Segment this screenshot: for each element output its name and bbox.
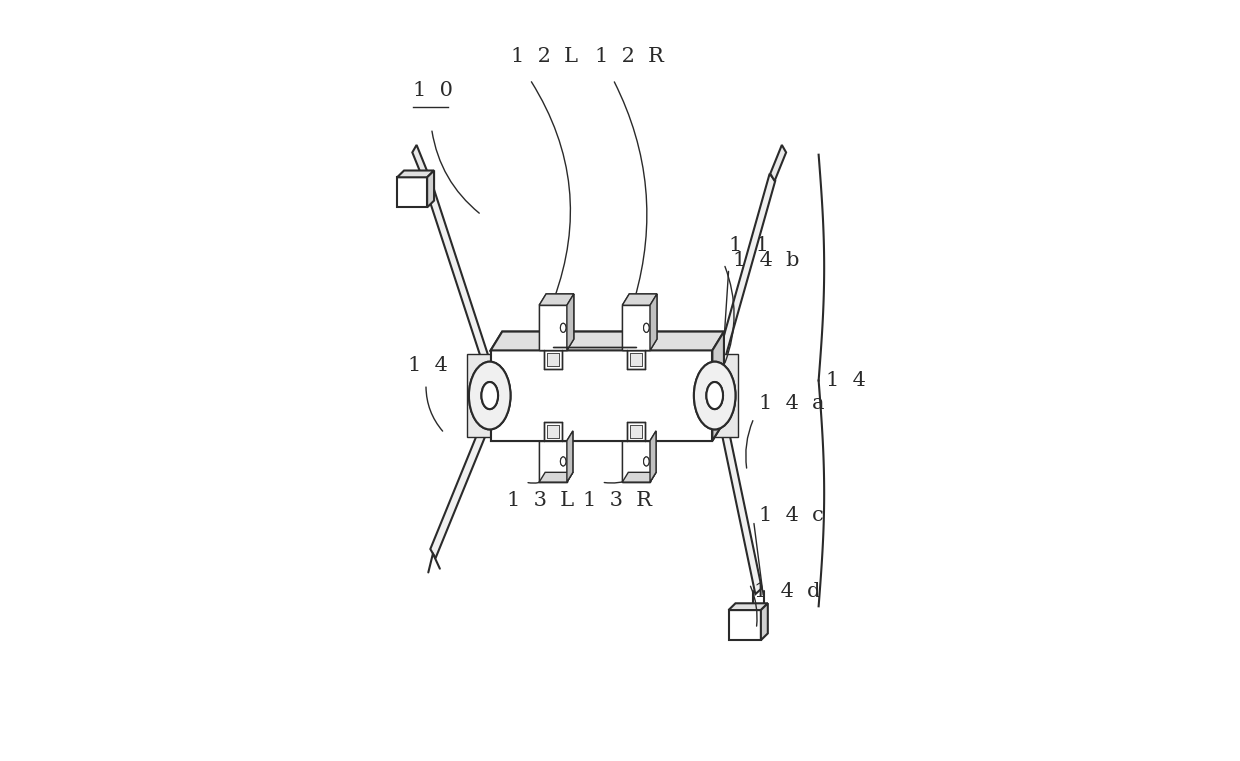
- Polygon shape: [539, 305, 567, 350]
- Circle shape: [644, 323, 649, 333]
- Polygon shape: [539, 294, 574, 305]
- Polygon shape: [713, 332, 724, 441]
- Circle shape: [644, 323, 649, 333]
- Text: 1  0: 1 0: [413, 81, 453, 100]
- Polygon shape: [650, 431, 656, 482]
- Polygon shape: [567, 294, 574, 350]
- Polygon shape: [622, 441, 650, 482]
- Circle shape: [644, 457, 649, 466]
- Polygon shape: [729, 603, 768, 610]
- Circle shape: [469, 361, 511, 429]
- Polygon shape: [622, 294, 657, 305]
- Text: 1  2  R: 1 2 R: [595, 47, 663, 66]
- Polygon shape: [622, 305, 650, 350]
- Polygon shape: [567, 294, 574, 350]
- Polygon shape: [547, 352, 559, 366]
- Text: 1  4: 1 4: [826, 371, 866, 390]
- Text: 1  4  b: 1 4 b: [733, 250, 800, 269]
- Circle shape: [707, 382, 723, 409]
- Polygon shape: [547, 425, 559, 438]
- Polygon shape: [539, 473, 573, 482]
- Text: 1  4  d: 1 4 d: [754, 581, 821, 600]
- Polygon shape: [761, 603, 768, 640]
- Polygon shape: [713, 354, 738, 437]
- Polygon shape: [491, 350, 713, 441]
- Polygon shape: [547, 352, 559, 366]
- Text: 1  4  a: 1 4 a: [759, 393, 825, 412]
- Circle shape: [469, 361, 511, 429]
- Polygon shape: [622, 294, 657, 305]
- Polygon shape: [413, 145, 428, 181]
- Polygon shape: [430, 421, 487, 559]
- Polygon shape: [567, 431, 573, 482]
- Polygon shape: [539, 305, 567, 350]
- Polygon shape: [622, 473, 656, 482]
- Polygon shape: [539, 441, 567, 482]
- Circle shape: [560, 457, 565, 466]
- Polygon shape: [630, 425, 642, 438]
- Polygon shape: [539, 441, 567, 482]
- Polygon shape: [650, 431, 656, 482]
- Polygon shape: [713, 332, 724, 441]
- Polygon shape: [630, 352, 642, 366]
- Polygon shape: [622, 473, 656, 482]
- Polygon shape: [539, 473, 573, 482]
- Polygon shape: [397, 177, 427, 208]
- Polygon shape: [466, 354, 491, 437]
- Polygon shape: [720, 423, 761, 594]
- Circle shape: [694, 361, 735, 429]
- Polygon shape: [427, 170, 434, 208]
- Text: 1  2  L: 1 2 L: [511, 47, 578, 66]
- Polygon shape: [729, 610, 761, 640]
- Polygon shape: [622, 441, 650, 482]
- Text: 1  3  L: 1 3 L: [507, 492, 574, 511]
- Circle shape: [481, 382, 498, 409]
- Polygon shape: [650, 294, 657, 350]
- Text: 1  3  R: 1 3 R: [583, 492, 652, 511]
- Polygon shape: [770, 145, 786, 181]
- Polygon shape: [630, 352, 642, 366]
- Circle shape: [644, 457, 649, 466]
- Polygon shape: [539, 294, 574, 305]
- Circle shape: [560, 323, 565, 333]
- Polygon shape: [423, 174, 490, 369]
- Polygon shape: [717, 174, 775, 369]
- Circle shape: [707, 382, 723, 409]
- Polygon shape: [491, 332, 724, 350]
- Polygon shape: [397, 170, 434, 177]
- Polygon shape: [567, 431, 573, 482]
- Polygon shape: [491, 350, 713, 441]
- Text: 1  4  c: 1 4 c: [759, 507, 823, 526]
- Circle shape: [560, 457, 565, 466]
- Polygon shape: [650, 294, 657, 350]
- Polygon shape: [630, 425, 642, 438]
- Circle shape: [694, 361, 735, 429]
- Polygon shape: [491, 332, 724, 350]
- Polygon shape: [622, 305, 650, 350]
- Circle shape: [560, 323, 565, 333]
- Polygon shape: [547, 425, 559, 438]
- Text: 1  1: 1 1: [729, 235, 769, 254]
- Text: 1  4: 1 4: [408, 356, 448, 375]
- Circle shape: [481, 382, 498, 409]
